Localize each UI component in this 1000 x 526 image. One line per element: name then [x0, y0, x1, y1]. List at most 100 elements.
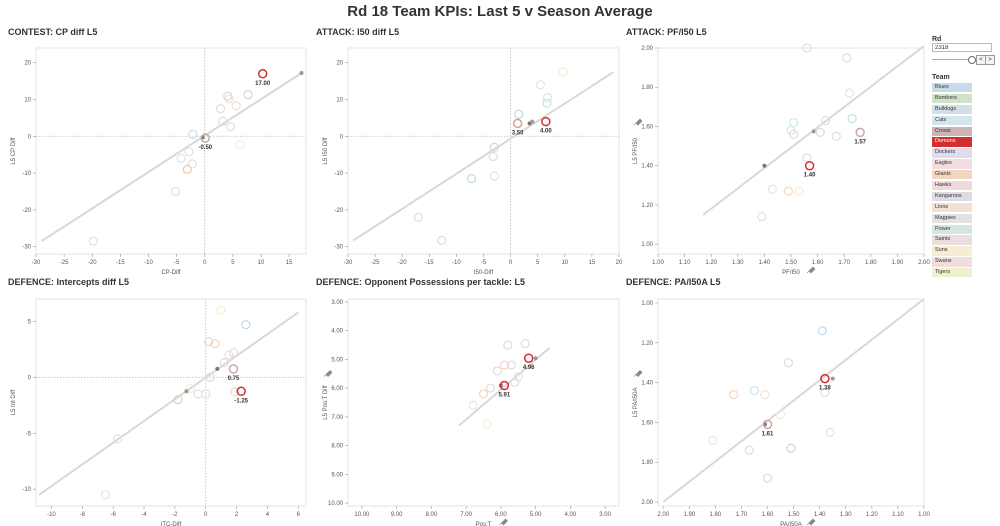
chart-4-team-point[interactable] [216, 305, 226, 315]
chart-2-team-point[interactable] [489, 142, 499, 152]
chart-2-team-point[interactable] [413, 212, 424, 222]
legend-item-hawks[interactable]: Hawks [932, 181, 972, 191]
chart-3-x-pin-icon[interactable] [806, 266, 816, 274]
chart-3-team-point[interactable] [802, 43, 812, 53]
chart-4-team-point[interactable] [100, 490, 111, 500]
chart-5-y-pin-icon[interactable] [323, 370, 333, 377]
chart-6-team-point[interactable] [762, 473, 773, 483]
chart-4-team-point[interactable] [204, 336, 214, 347]
chart-6-x-pin-icon[interactable] [806, 518, 816, 526]
chart-1-team-point[interactable] [187, 159, 197, 169]
chart-1-team-point[interactable] [215, 104, 226, 114]
chart-2-team-point[interactable] [542, 98, 552, 108]
chart-2-team-point[interactable] [466, 173, 477, 184]
legend-item-power[interactable]: Power [932, 224, 972, 234]
chart-2-team-point[interactable] [535, 80, 546, 90]
chart-1-team-point[interactable] [176, 153, 186, 163]
chart-2-team-point[interactable] [542, 93, 553, 103]
chart-3-team-point[interactable] [757, 212, 767, 222]
chart-2-team-point[interactable] [558, 67, 568, 77]
chart-2-highlight-point[interactable] [541, 116, 551, 127]
chart-1-team-point[interactable] [243, 90, 253, 100]
chart-5-team-point[interactable] [478, 389, 489, 399]
chart-1-team-point[interactable] [226, 122, 236, 132]
chart-5-team-point[interactable] [520, 338, 530, 349]
chart-3-team-point[interactable] [847, 114, 857, 124]
legend-item-saints[interactable]: Saints [932, 235, 972, 245]
chart-6-y-pin-icon[interactable] [633, 370, 643, 377]
chart-6-team-point[interactable] [820, 387, 830, 398]
legend-item-magpies[interactable]: Magpies [932, 213, 972, 223]
chart-4-team-point[interactable] [241, 320, 251, 330]
legend-item-bombers[interactable]: Bombers [932, 93, 972, 104]
legend-item-demons[interactable]: Demons [932, 137, 972, 147]
chart-5-team-point[interactable] [499, 360, 509, 370]
legend-item-crows[interactable]: Crows [932, 126, 972, 136]
chart-6-highlight-point[interactable] [762, 419, 773, 430]
chart-1-team-point[interactable] [218, 116, 228, 126]
chart-5-highlight-point[interactable] [523, 353, 534, 363]
chart-6-highlight-point[interactable] [820, 373, 830, 384]
slider-track[interactable] [932, 59, 970, 60]
chart-6-team-point[interactable] [760, 389, 770, 400]
rd-slider[interactable]: < > [932, 55, 995, 65]
chart-6-team-point[interactable] [786, 443, 796, 453]
chart-3-highlight-point[interactable] [804, 160, 815, 171]
chart-6-team-point[interactable] [783, 358, 793, 368]
legend-item-bulldogs[interactable]: Bulldogs [932, 104, 972, 115]
chart-2-highlight-point[interactable] [512, 118, 523, 129]
chart-3-team-point[interactable] [842, 53, 852, 63]
legend-item-cats[interactable]: Cats [932, 115, 972, 125]
chart-4-team-point[interactable] [210, 339, 220, 349]
chart-5-team-point[interactable] [492, 366, 502, 376]
chart-6-team-point[interactable] [825, 427, 835, 437]
chart-4-highlight-point[interactable] [228, 364, 239, 374]
chart-1-team-point[interactable] [184, 147, 194, 157]
chart-4-team-point[interactable] [228, 348, 239, 358]
chart-3-team-point[interactable] [815, 127, 825, 137]
chart-5-team-point[interactable] [468, 400, 478, 410]
chart-4-team-point[interactable] [113, 434, 123, 444]
chart-4-highlight-point[interactable] [236, 386, 246, 397]
slider-thumb[interactable] [968, 56, 976, 64]
chart-3-highlight-point[interactable] [855, 127, 865, 138]
chart-4-team-point[interactable] [219, 358, 229, 368]
chart-6-team-point[interactable] [775, 409, 786, 420]
legend-item-swans[interactable]: Swans [932, 257, 972, 267]
rd-input[interactable] [932, 43, 992, 52]
legend-item-blues[interactable]: Blues [932, 83, 972, 93]
chart-3-team-point[interactable] [767, 184, 777, 194]
chart-1-team-point[interactable] [188, 129, 198, 140]
chart-3-team-point[interactable] [831, 131, 841, 141]
chart-2-team-point[interactable] [514, 109, 524, 119]
chart-6-team-point[interactable] [817, 326, 827, 336]
chart-4-team-point[interactable] [230, 387, 240, 397]
chart-1-team-point[interactable] [182, 164, 192, 174]
chart-1-team-point[interactable] [223, 91, 233, 101]
chart-5-team-point[interactable] [513, 372, 523, 382]
chart-1-team-point[interactable] [88, 236, 98, 246]
chart-3-team-point[interactable] [789, 117, 799, 128]
legend-item-dockers[interactable]: Dockers [932, 148, 972, 158]
legend-item-suns[interactable]: Suns [932, 246, 972, 256]
chart-1-highlight-point[interactable] [200, 133, 211, 143]
chart-1-highlight-point[interactable] [257, 69, 268, 79]
chart-4-team-point[interactable] [224, 350, 234, 360]
chart-3-team-point[interactable] [789, 129, 799, 139]
legend-item-giants[interactable]: Giants [932, 170, 972, 180]
legend-item-tigers[interactable]: Tigers [932, 268, 972, 278]
chart-5-highlight-point[interactable] [499, 380, 510, 391]
chart-5-x-pin-icon[interactable] [499, 518, 508, 526]
chart-2-team-point[interactable] [489, 171, 499, 181]
chart-5-team-point[interactable] [485, 383, 496, 393]
chart-6-team-point[interactable] [749, 385, 760, 396]
chart-4-team-point[interactable] [173, 395, 183, 405]
chart-5-team-point[interactable] [506, 360, 516, 370]
chart-4-team-point[interactable] [201, 389, 211, 399]
chart-2-team-point[interactable] [488, 151, 498, 162]
chart-6-team-point[interactable] [729, 389, 739, 400]
chart-6-team-point[interactable] [708, 435, 718, 445]
chart-1-team-point[interactable] [235, 140, 245, 150]
chart-5-team-point[interactable] [503, 340, 513, 350]
next-round-button[interactable]: > [985, 55, 995, 65]
